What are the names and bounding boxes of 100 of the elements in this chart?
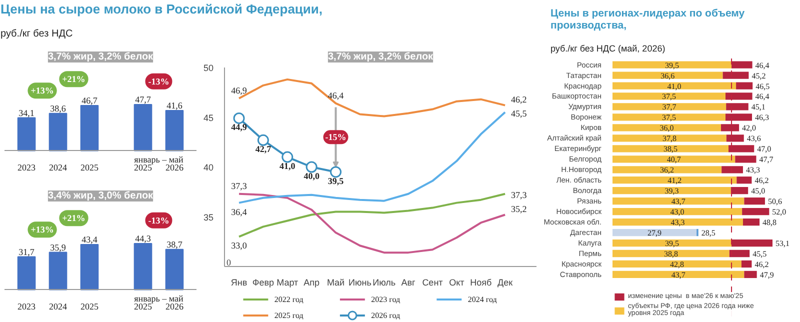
bar	[612, 72, 723, 79]
bar	[744, 270, 757, 278]
x-tick-label: Май	[326, 278, 345, 288]
x-tick-label: Окт	[449, 278, 464, 288]
x-tick-label: Нояб	[470, 278, 492, 288]
total-label: 47,0	[757, 144, 772, 154]
bar	[612, 82, 736, 90]
x-tick-label: 2026	[165, 162, 184, 173]
point	[233, 112, 245, 124]
bar	[744, 198, 765, 205]
data-label: 36,4	[231, 206, 248, 217]
data-label: 37,8	[662, 134, 676, 144]
chart-title: 3,7% жир, 3,2% белок	[328, 52, 434, 62]
total-label: 46,4	[755, 60, 770, 70]
bar	[612, 114, 726, 121]
data-label: 43,7	[671, 270, 686, 280]
x-tick-label: Апр	[304, 278, 320, 288]
bar	[612, 208, 742, 216]
data-label: 37,5	[662, 113, 676, 122]
legend-label: 2023 год	[371, 294, 400, 304]
data-label: 47,7	[135, 94, 152, 105]
x-tick-label: Сент	[422, 278, 443, 288]
x-tick-label: Июнь	[348, 278, 372, 288]
data-label: 44,3	[135, 234, 152, 244]
data-label: 41,6	[166, 100, 183, 111]
x-tick-label: 2023	[18, 162, 36, 173]
text: -13%	[148, 76, 170, 86]
legend-label: 2025 год	[274, 310, 304, 320]
data-label: 41,0	[280, 161, 296, 172]
bar	[612, 61, 732, 68]
x-tick-label: Авг	[401, 278, 416, 288]
data-label: 46,9	[231, 85, 248, 96]
bar	[612, 145, 729, 152]
bar	[612, 218, 743, 226]
total-label: 43,6	[746, 134, 761, 144]
data-label: 46,4	[328, 90, 344, 100]
point	[282, 151, 294, 163]
data-label: 39,3	[664, 186, 679, 196]
bar	[612, 260, 742, 268]
total-label: 45,5	[752, 250, 767, 258]
data-label: 46,7	[82, 96, 98, 106]
data-label: 35,9	[50, 242, 66, 252]
text: +21%	[62, 213, 86, 224]
total-label: 46,4	[755, 92, 770, 102]
chart-subtitle: руб./кг без НДС	[0, 28, 73, 40]
bar	[612, 250, 730, 258]
x-tick-label: 2026	[165, 302, 184, 312]
data-label: 38,8	[664, 250, 678, 258]
total-label: 47,7	[759, 155, 774, 164]
data-label: 37,3	[511, 190, 528, 200]
data-label: 37,3	[231, 180, 248, 191]
data-label: 37,7	[662, 102, 676, 112]
data-label: 43,0	[670, 208, 684, 217]
x-tick-label: 2024	[49, 162, 68, 173]
data-label: 36,2	[660, 166, 674, 175]
data-label: 39,5	[328, 176, 344, 186]
data-label: 44,9	[231, 122, 248, 132]
chart-subtitle: руб./кг без НДС (май, 2026)	[550, 44, 666, 54]
legend-label: 2024 год	[468, 294, 497, 304]
x-tick-label: Февр	[252, 278, 274, 288]
data-label: 39,5	[665, 60, 680, 70]
data-label: 46,2	[511, 94, 527, 104]
total-label: 50,6	[768, 197, 782, 206]
bar	[612, 176, 737, 184]
data-label: 37,5	[662, 92, 676, 102]
data-label: 42,8	[670, 260, 684, 269]
point	[306, 161, 318, 173]
bar	[612, 156, 736, 163]
x-tick-label: 2025	[80, 162, 99, 173]
x-tick-label: Янв	[230, 278, 248, 288]
data-label: 43,4	[82, 234, 98, 245]
y-tick-label: 40	[203, 162, 214, 172]
data-label: 39,5	[665, 239, 680, 248]
bar	[612, 92, 726, 100]
total-label: 42,0	[742, 124, 756, 133]
total-label: 46,3	[755, 113, 770, 122]
bar	[612, 239, 732, 247]
data-label: 40,0	[304, 171, 320, 181]
bar	[612, 270, 744, 278]
x-tick-label: 2025	[134, 302, 152, 312]
data-label: 35,2	[511, 204, 527, 214]
point	[257, 134, 269, 146]
total-label: 45,0	[751, 186, 766, 196]
chart-title: Цены на сырое молоко в Российской Федерации,	[0, 2, 323, 16]
data-label: 36,6	[660, 71, 675, 80]
total-label: 46,5	[756, 82, 770, 91]
data-label: 31,7	[18, 246, 35, 257]
total-label: 46,2	[754, 176, 769, 186]
text: январь – май	[134, 294, 184, 304]
legend-label: 2022 год	[274, 294, 304, 304]
y-tick-label: 35	[203, 212, 214, 222]
x-tick-label: 2023	[18, 302, 36, 312]
total-label: 43,3	[746, 166, 760, 175]
x-tick-label: Март	[276, 278, 298, 288]
bar	[612, 103, 726, 110]
bar	[612, 124, 721, 132]
data-label: 41,2	[668, 176, 682, 186]
data-label: 42,7	[255, 144, 272, 154]
annotation: 0	[226, 258, 232, 268]
data-label: 38,5	[664, 144, 678, 154]
